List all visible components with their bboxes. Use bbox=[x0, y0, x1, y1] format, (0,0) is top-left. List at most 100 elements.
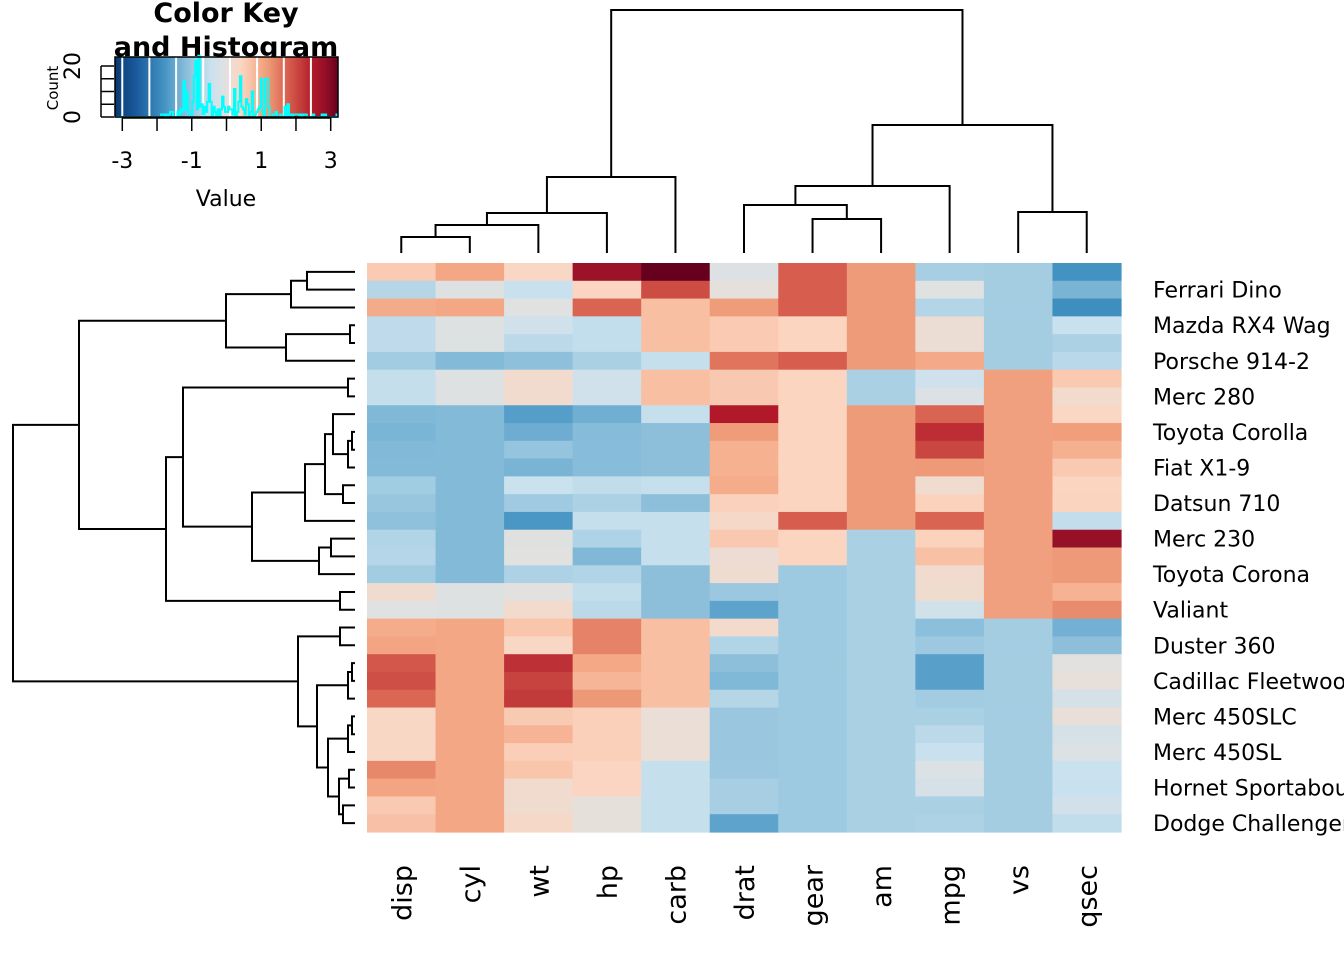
heatmap-cell bbox=[367, 636, 437, 655]
heatmap-cell bbox=[983, 280, 1054, 300]
heatmap-cell bbox=[846, 707, 916, 726]
heatmap-cell bbox=[504, 760, 574, 780]
column-label: cyl bbox=[456, 865, 487, 903]
key-color-bin bbox=[171, 57, 174, 117]
heatmap-cell bbox=[641, 263, 711, 282]
key-color-bin bbox=[216, 57, 219, 117]
heatmap-cell bbox=[572, 316, 642, 335]
heatmap-cell bbox=[778, 351, 848, 371]
key-color-bin bbox=[306, 57, 309, 117]
heatmap-cell bbox=[778, 440, 848, 460]
key-color-bin bbox=[117, 57, 120, 117]
heatmap-cell bbox=[504, 618, 574, 638]
heatmap-cell bbox=[915, 440, 985, 460]
heatmap-cell bbox=[572, 760, 642, 780]
heatmap-cell bbox=[778, 280, 848, 300]
heatmap-cell bbox=[778, 529, 848, 549]
heatmap-cell bbox=[709, 351, 779, 371]
dendrogram-branch bbox=[1017, 211, 1088, 253]
heatmap-cell bbox=[435, 351, 505, 371]
heatmap-cell bbox=[572, 671, 642, 691]
key-color-bin bbox=[143, 57, 146, 117]
heatmap-cell bbox=[435, 671, 505, 691]
heatmap-cell bbox=[367, 529, 437, 549]
key-color-bin bbox=[116, 57, 119, 117]
key-color-bin bbox=[217, 57, 220, 117]
heatmap-cell bbox=[846, 316, 916, 335]
heatmap-cell bbox=[504, 440, 574, 460]
key-color-bin bbox=[294, 57, 297, 117]
key-color-bin bbox=[242, 57, 245, 117]
heatmap-cell bbox=[983, 743, 1054, 762]
heatmap-cell bbox=[641, 671, 711, 691]
heatmap-cell bbox=[435, 547, 505, 566]
heatmap-cell bbox=[572, 494, 642, 513]
heatmap-cell bbox=[709, 494, 779, 513]
dendrogram-branch bbox=[225, 293, 291, 349]
key-color-bin bbox=[333, 57, 336, 117]
heatmap-cell bbox=[846, 387, 916, 406]
key-color-bin bbox=[153, 57, 156, 117]
heatmap-cell bbox=[367, 583, 437, 602]
heatmap-cell bbox=[572, 689, 642, 709]
key-color-bin bbox=[172, 57, 175, 117]
heatmap-cell bbox=[778, 263, 848, 282]
heatmap-cell bbox=[367, 600, 437, 620]
heatmap-cell bbox=[983, 423, 1054, 442]
heatmap-cell bbox=[709, 369, 779, 389]
heatmap-cell bbox=[1052, 280, 1122, 300]
heatmap-cell bbox=[709, 600, 779, 620]
heatmap-cell bbox=[915, 298, 985, 317]
heatmap-cell bbox=[572, 529, 642, 549]
key-color-bin bbox=[245, 57, 248, 117]
heatmap-cell bbox=[1052, 298, 1122, 317]
heatmap-cell bbox=[367, 743, 437, 762]
key-color-bin bbox=[167, 57, 170, 117]
heatmap-cell bbox=[709, 405, 779, 424]
heatmap-cell bbox=[778, 814, 848, 833]
heatmap-cell bbox=[435, 334, 505, 353]
row-label: Dodge Challenger bbox=[1153, 812, 1344, 837]
heatmap-cell bbox=[1052, 760, 1122, 780]
key-color-bin bbox=[220, 57, 223, 117]
column-label: wt bbox=[524, 865, 555, 898]
key-color-bin bbox=[274, 57, 277, 117]
key-frame bbox=[114, 56, 339, 118]
heatmap-cell bbox=[915, 636, 985, 655]
key-color-bin bbox=[180, 57, 183, 117]
heatmap-cell bbox=[641, 423, 711, 442]
heatmap-cell bbox=[572, 778, 642, 798]
heatmap-cell bbox=[778, 618, 848, 638]
key-color-bin bbox=[134, 57, 137, 117]
heatmap-cell bbox=[709, 565, 779, 584]
heatmap-cell bbox=[915, 405, 985, 424]
heatmap-cell bbox=[367, 494, 437, 513]
key-color-bin bbox=[131, 57, 134, 117]
heatmap-cell bbox=[572, 405, 642, 424]
heatmap-cell bbox=[435, 440, 505, 460]
key-color-bin bbox=[287, 57, 290, 117]
key-color-bin bbox=[321, 57, 324, 117]
dendrogram-branch bbox=[78, 319, 226, 530]
heatmap-cell bbox=[915, 671, 985, 691]
key-color-bin bbox=[123, 57, 126, 117]
heatmap-cell bbox=[1052, 707, 1122, 726]
heatmap-cell bbox=[504, 796, 574, 815]
heatmap-cell bbox=[572, 725, 642, 744]
key-color-bin bbox=[226, 57, 229, 117]
key-color-bin bbox=[326, 57, 329, 117]
heatmap-cell bbox=[367, 778, 437, 798]
heatmap-cell bbox=[367, 280, 437, 300]
heatmap-cell bbox=[1052, 351, 1122, 371]
key-color-bin bbox=[244, 57, 247, 117]
heatmap-cell bbox=[1052, 458, 1122, 477]
heatmap-cell bbox=[915, 387, 985, 406]
key-color-bin bbox=[320, 57, 323, 117]
heatmap-cell bbox=[367, 369, 437, 389]
heatmap-cell bbox=[915, 263, 985, 282]
heatmap-cell bbox=[435, 618, 505, 638]
dendrogram-branch bbox=[12, 423, 298, 683]
key-color-bin bbox=[278, 57, 281, 117]
heatmap-cell bbox=[983, 405, 1054, 424]
